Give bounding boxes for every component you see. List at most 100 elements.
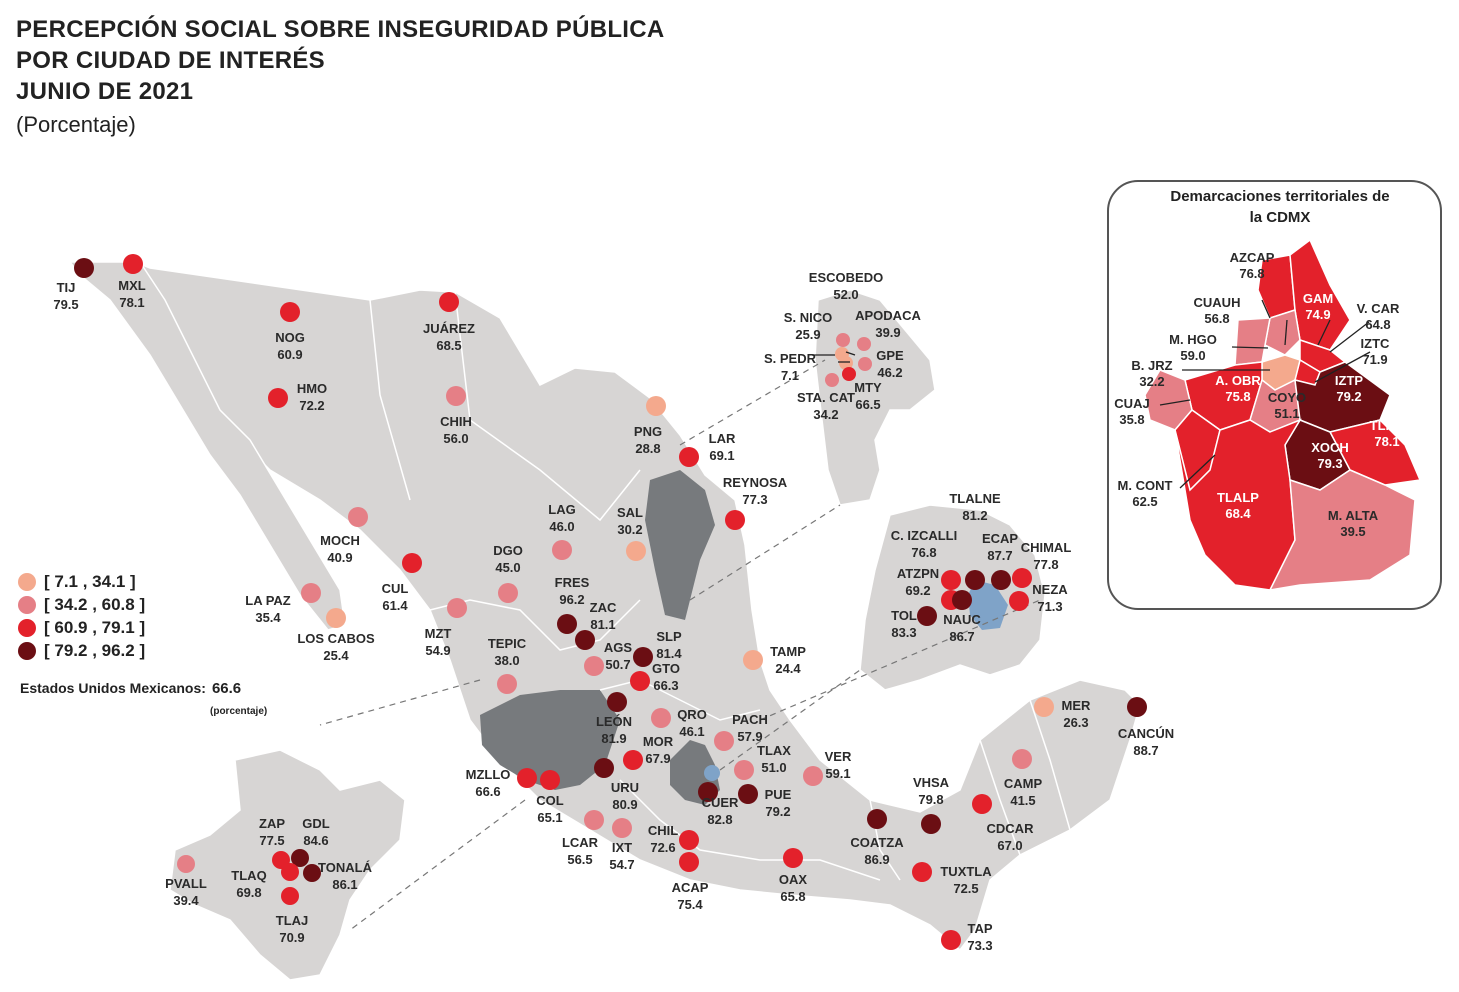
city-tamp-marker <box>743 650 763 670</box>
edomex-atzpn-value: 69.2 <box>905 583 930 598</box>
edomex-tlalne-marker <box>965 570 985 590</box>
edomex-markers: TLALNE 81.2 C. IZCALLI 76.8 ECAP 87.7 CHIMAL 77… <box>891 491 1072 644</box>
city-cuer-value: 82.8 <box>707 812 732 827</box>
city-reynosa-marker <box>725 510 745 530</box>
city-moch-name: MOCH <box>320 533 360 548</box>
city-mxl-value: 78.1 <box>119 295 144 310</box>
city-cuer-name: CUER <box>702 795 739 810</box>
city-hmo-name: HMO <box>297 381 327 396</box>
cdmx-b-jrz-name: B. JRZ <box>1131 358 1172 373</box>
city-chih-marker <box>446 386 466 406</box>
cdmx-districts <box>1144 238 1422 591</box>
cdmx-iztp-value: 79.2 <box>1336 389 1361 404</box>
legend-swatch <box>18 641 36 660</box>
mty-sta-cat-value: 34.2 <box>813 407 838 422</box>
city-chil-name: CHIL <box>648 823 678 838</box>
city-reynosa-name: REYNOSA <box>723 475 788 490</box>
city-coatza-value: 86.9 <box>864 852 889 867</box>
city-uru-name: URU <box>611 780 639 795</box>
city-lar-marker <box>679 447 699 467</box>
title-line-3: JUNIO DE 2021 <box>16 78 194 105</box>
state-borders <box>369 291 1071 881</box>
mty-mty-value: 66.5 <box>855 397 880 412</box>
city-lcar-name: LCAR <box>562 835 599 850</box>
city-tij-name: TIJ <box>57 280 76 295</box>
cdmx-iztc-name: IZTC <box>1361 336 1390 351</box>
units-label: (Porcentaje) <box>16 112 136 137</box>
leader-line <box>1261 299 1271 319</box>
legend-swatch <box>18 595 36 614</box>
city-tuxtla-value: 72.5 <box>953 881 978 896</box>
city-dgo-marker <box>498 583 518 603</box>
legend-label: [ 7.1 , 34.1 ] <box>44 571 136 591</box>
cdmx-v-car-value: 64.8 <box>1365 317 1390 332</box>
city-tlax-name: TLAX <box>757 743 791 758</box>
city-mor-marker <box>623 750 643 770</box>
leader-line <box>1179 454 1216 489</box>
edomex-nauc-marker <box>952 590 972 610</box>
cdmx-v-car-name: V. CAR <box>1357 301 1400 316</box>
city-lag-name: LAG <box>548 502 575 517</box>
city-lcar-value: 56.5 <box>567 852 592 867</box>
mty-apodaca-value: 39.9 <box>875 325 900 340</box>
city-mzllo-name: MZLLO <box>466 767 511 782</box>
cdmx-m-hgo-value: 59.0 <box>1180 348 1205 363</box>
city-moch-marker <box>348 507 368 527</box>
city-chih-value: 56.0 <box>443 431 468 446</box>
city-oax-name: OAX <box>779 872 808 887</box>
city-ver-name: VER <box>825 749 852 764</box>
cdmx-inset-title: Demarcaciones territoriales de la CDMX <box>1125 186 1435 228</box>
city-oax-value: 65.8 <box>780 889 805 904</box>
edomex-tol-value: 83.3 <box>891 625 916 640</box>
city-mzllo-value: 66.6 <box>475 784 500 799</box>
city-la-paz-marker <box>301 583 321 603</box>
mty-escobedo-value: 52.0 <box>833 287 858 302</box>
mty-s-nico-value: 25.9 <box>795 327 820 342</box>
state-nuevo-leon <box>645 470 715 620</box>
city-tij-value: 79.5 <box>53 297 78 312</box>
city-mzt-value: 54.9 <box>425 643 450 658</box>
edomex-tol-name: TOL <box>891 608 917 623</box>
city-tuxtla-name: TUXTLA <box>940 864 992 879</box>
edomex-tlalne-name: TLALNE <box>949 491 1001 506</box>
city-pue-marker <box>738 784 758 804</box>
cdmx-iztp-name: IZTP <box>1335 373 1363 388</box>
edomex-tol-marker <box>917 606 937 626</box>
edomex-chimal-marker <box>1012 568 1032 588</box>
map-title: PERCEPCIÓN SOCIAL SOBRE INSEGURIDAD PÚBL… <box>16 14 665 107</box>
title-line-1: PERCEPCIÓN SOCIAL SOBRE INSEGURIDAD PÚBL… <box>16 16 665 43</box>
gdl-pvall-value: 39.4 <box>173 893 199 908</box>
city-chil-value: 72.6 <box>650 840 675 855</box>
city-los-cabos-value: 25.4 <box>323 648 349 663</box>
city-uru-marker <box>594 758 614 778</box>
gdl-tlaq-name: TLAQ <box>231 868 266 883</box>
city-hmo-marker <box>268 388 288 408</box>
city-cancun-marker <box>1127 697 1147 717</box>
city-chih-name: CHIH <box>440 414 472 429</box>
city-sal-value: 30.2 <box>617 522 642 537</box>
national-label: Estados Unidos Mexicanos: <box>20 680 206 696</box>
city-mxl-marker <box>123 254 143 274</box>
city-cdcar-marker <box>972 794 992 814</box>
inset-edomex-cdmx <box>968 580 1008 630</box>
cdmx-gam-value: 74.9 <box>1305 307 1330 322</box>
cdmx-a-obr-name: A. OBR <box>1215 373 1261 388</box>
legend-item: [ 34.2 , 60.8 ] <box>18 593 145 616</box>
city-mzt-marker <box>447 598 467 618</box>
city-pue-value: 79.2 <box>765 804 790 819</box>
city-qro-marker <box>651 708 671 728</box>
city-slp-name: SLP <box>656 629 682 644</box>
leader-line <box>1317 319 1331 346</box>
cdmx-cuaj-name: CUAJ <box>1114 396 1149 411</box>
city-lag-value: 46.0 <box>549 519 574 534</box>
gdl-tlaj-value: 70.9 <box>279 930 304 945</box>
city-la-paz-value: 35.4 <box>255 610 281 625</box>
city-juarez-marker <box>439 292 459 312</box>
city-cdcar-value: 67.0 <box>997 838 1022 853</box>
city-ixt-name: IXT <box>612 840 632 855</box>
city-la-paz-name: LA PAZ <box>245 593 291 608</box>
city-moch-value: 40.9 <box>327 550 352 565</box>
city-mzllo-marker <box>517 768 537 788</box>
city-png-value: 28.8 <box>635 441 660 456</box>
city-coatza-name: COATZA <box>850 835 904 850</box>
